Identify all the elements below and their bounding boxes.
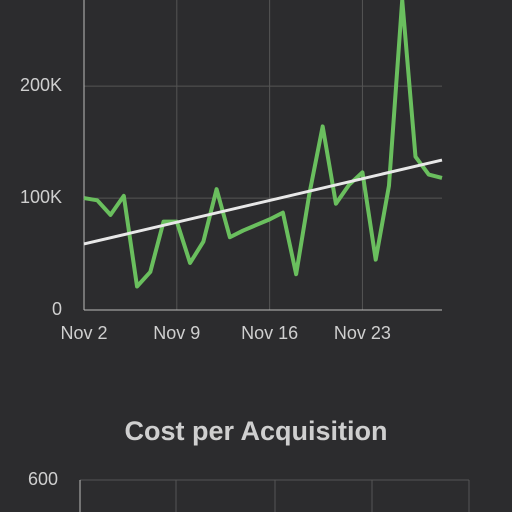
x-tick-label: Nov 16 [241,323,298,343]
x-tick-label: Nov 9 [153,323,200,343]
x-tick-label: Nov 2 [60,323,107,343]
y-tick-label: 100K [20,187,62,207]
y-tick-label: 200K [20,75,62,95]
chart-title: Cost per Acquisition [124,416,387,446]
y-tick-label: 600 [28,469,58,489]
x-tick-label: Nov 23 [334,323,391,343]
data-line [83,0,443,289]
y-tick-label: 0 [52,299,62,319]
trend-line [83,158,443,246]
